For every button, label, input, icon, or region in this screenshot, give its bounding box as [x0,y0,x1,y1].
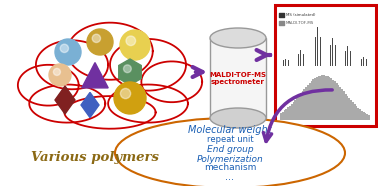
Polygon shape [55,86,75,114]
Bar [368,115,370,120]
Text: mechanism: mechanism [204,163,256,172]
Text: Polymerization: Polymerization [197,155,263,163]
Bar [304,89,305,120]
Bar [341,89,343,120]
Bar [345,94,347,120]
Bar [314,78,316,120]
Text: ...: ... [226,172,234,182]
Bar [364,113,366,120]
Circle shape [121,88,131,99]
Bar [298,95,300,120]
Bar [325,76,327,120]
Circle shape [87,29,113,55]
Circle shape [126,36,136,46]
Bar [339,87,341,120]
Circle shape [92,34,101,43]
Ellipse shape [115,118,345,186]
Bar [359,109,361,120]
Bar [302,91,304,120]
Bar [313,79,314,120]
Bar [354,104,356,120]
Bar [284,110,285,120]
Bar [323,75,325,120]
Bar [328,77,330,120]
Bar [347,96,349,120]
Circle shape [55,39,81,65]
Bar [336,83,338,120]
Bar [320,76,321,120]
Bar [280,113,282,120]
Bar [309,83,311,120]
Bar [343,92,345,120]
Text: Various polymers: Various polymers [31,152,159,164]
Bar [285,109,287,120]
Bar [307,85,309,120]
Text: MALDI-TOF-MS: MALDI-TOF-MS [286,21,314,25]
Circle shape [114,82,146,114]
Bar [287,107,289,120]
Polygon shape [119,59,141,85]
Bar [363,112,364,120]
Bar [357,108,359,120]
Bar [296,98,298,120]
Bar [350,100,352,120]
Circle shape [49,64,71,86]
Bar [291,104,293,120]
Bar [300,93,302,120]
Polygon shape [82,63,108,88]
Bar [361,110,363,120]
Bar [289,105,291,120]
Bar [321,75,323,120]
Bar [318,76,320,120]
Bar [349,98,350,120]
Text: MS (simulated): MS (simulated) [286,13,316,17]
Text: MALDI-TOF-MS
spectrometer: MALDI-TOF-MS spectrometer [209,71,266,84]
Circle shape [124,65,131,73]
Circle shape [120,30,150,60]
Bar [338,85,339,120]
Bar [352,102,354,120]
Polygon shape [81,92,99,118]
Bar [356,106,357,120]
Ellipse shape [210,28,266,48]
FancyBboxPatch shape [274,4,375,126]
Ellipse shape [210,108,266,128]
Bar [311,81,313,120]
Circle shape [60,44,68,52]
Bar [282,112,284,120]
Bar [316,77,318,120]
Bar [330,78,332,120]
Bar [293,102,294,120]
Circle shape [53,68,60,76]
Bar [332,80,334,120]
Bar [327,76,328,120]
Text: repeat unit: repeat unit [207,135,253,145]
Bar [334,81,336,120]
FancyBboxPatch shape [210,38,266,118]
Bar [366,114,368,120]
Bar [305,87,307,120]
Text: End group: End group [207,145,253,155]
Bar [294,100,296,120]
Text: Molecular weight: Molecular weight [188,125,272,135]
